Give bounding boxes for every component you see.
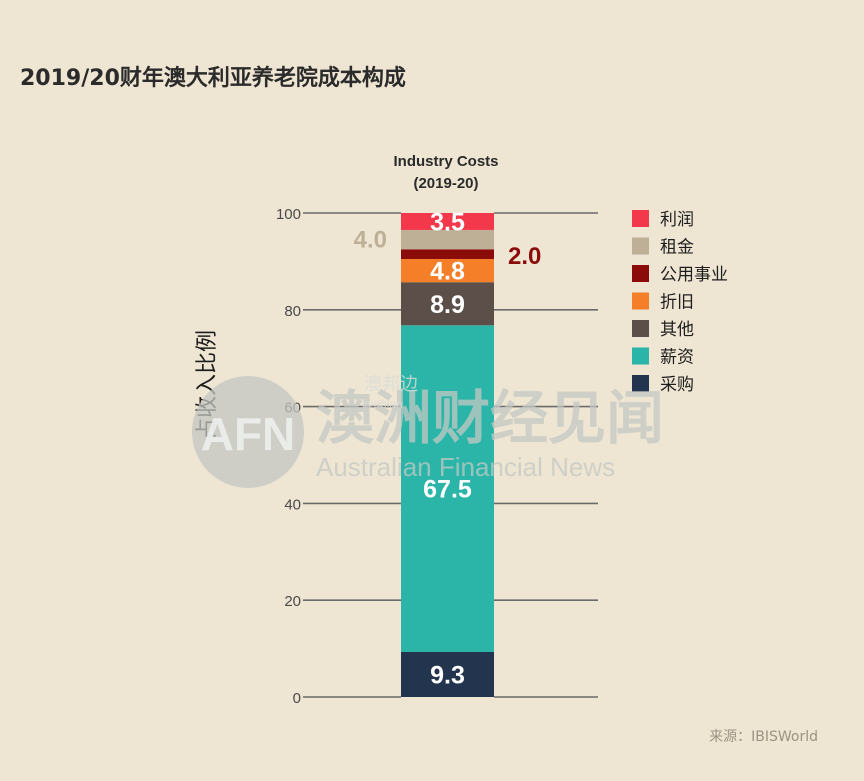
legend-label: 租金	[660, 238, 694, 258]
legend-label: 薪资	[660, 348, 694, 368]
legend-swatch	[632, 210, 649, 227]
data-label: 3.5	[430, 208, 465, 236]
legend-swatch	[632, 375, 649, 392]
y-tick-label: 100	[276, 206, 301, 223]
y-axis-label: 占收入比例	[195, 330, 220, 440]
bar-segment	[401, 229, 494, 250]
data-label: 4.8	[430, 258, 465, 286]
legend-swatch	[632, 292, 649, 310]
y-tick-label: 20	[284, 593, 301, 610]
y-tick-label: 40	[284, 496, 301, 513]
legend-swatch	[632, 347, 649, 365]
legend-swatch	[632, 320, 649, 337]
bar-segment	[401, 651, 494, 697]
legend-label: 公用事业	[660, 265, 728, 285]
y-tick-label: 60	[284, 400, 301, 417]
data-label: 2.0	[508, 243, 541, 270]
legend-label: 采购	[660, 375, 694, 395]
bar-segment	[401, 282, 494, 326]
data-label: 4.0	[354, 227, 387, 254]
source-note: 来源：IBISWorld	[709, 729, 818, 745]
legend-label: 折旧	[660, 293, 694, 313]
legend-swatch	[632, 237, 649, 255]
y-tick-label: 0	[293, 690, 301, 707]
bar-segment	[401, 325, 494, 652]
bar-segment	[401, 249, 494, 259]
data-label: 67.5	[423, 476, 472, 504]
legend-label: 其他	[660, 320, 694, 340]
page-title: 2019/20财年澳大利亚养老院成本构成	[20, 66, 406, 91]
legend-label: 利润	[660, 210, 694, 230]
data-label: 9.3	[430, 661, 465, 689]
bar-segment	[401, 258, 494, 283]
legend-swatch	[632, 265, 649, 282]
bar-segment	[401, 213, 494, 230]
y-tick-label: 80	[284, 303, 301, 320]
chart-title: Industry Costs	[393, 153, 498, 170]
chart-title: (2019-20)	[413, 175, 478, 192]
data-label: 8.9	[430, 291, 465, 319]
